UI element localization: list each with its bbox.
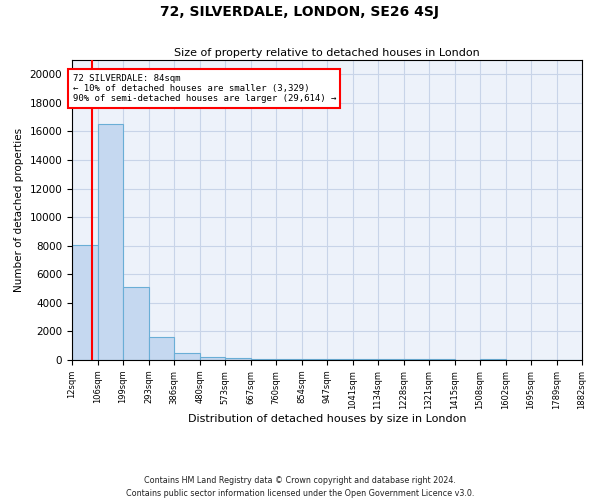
Bar [327, 359, 353, 360]
Bar [302, 359, 327, 360]
Bar [123, 287, 149, 360]
Bar [174, 353, 200, 360]
Bar [225, 358, 251, 360]
Text: Contains HM Land Registry data © Crown copyright and database right 2024.
Contai: Contains HM Land Registry data © Crown c… [126, 476, 474, 498]
Y-axis label: Number of detached properties: Number of detached properties [14, 128, 24, 292]
Text: 72 SILVERDALE: 84sqm
← 10% of detached houses are smaller (3,329)
90% of semi-de: 72 SILVERDALE: 84sqm ← 10% of detached h… [73, 74, 336, 104]
Bar [276, 359, 302, 360]
Bar [251, 359, 276, 360]
Bar [353, 359, 378, 360]
Bar [98, 124, 123, 360]
Text: 72, SILVERDALE, LONDON, SE26 4SJ: 72, SILVERDALE, LONDON, SE26 4SJ [161, 5, 439, 19]
Bar [149, 337, 174, 360]
Title: Size of property relative to detached houses in London: Size of property relative to detached ho… [174, 48, 480, 58]
Bar [200, 356, 225, 360]
Bar [72, 245, 98, 360]
X-axis label: Distribution of detached houses by size in London: Distribution of detached houses by size … [188, 414, 466, 424]
